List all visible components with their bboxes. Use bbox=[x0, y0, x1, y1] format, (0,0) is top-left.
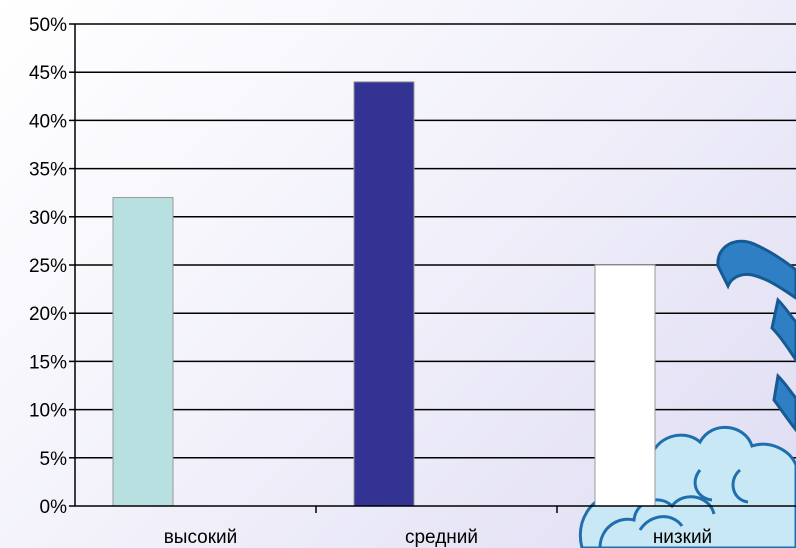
x-axis-tick-labels: высокий средний низкий bbox=[164, 527, 712, 548]
y-tick-label: 40% bbox=[29, 111, 67, 132]
y-axis-tick-labels: 0% 5% 10% 15% 20% 25% 30% 35% 40% 45% 50% bbox=[29, 15, 67, 518]
gridlines bbox=[69, 23, 796, 507]
bar bbox=[353, 81, 415, 507]
y-tick-label: 50% bbox=[29, 15, 67, 36]
axes bbox=[74, 24, 796, 513]
y-tick-label: 35% bbox=[29, 160, 67, 181]
cloud-ornament bbox=[579, 239, 796, 548]
x-tick-label: средний bbox=[405, 527, 478, 548]
y-tick-label: 10% bbox=[29, 401, 67, 422]
y-tick-label: 25% bbox=[29, 256, 67, 277]
y-tick-label: 0% bbox=[40, 497, 68, 518]
y-tick-label: 30% bbox=[29, 208, 67, 229]
bar bbox=[112, 197, 174, 507]
y-tick-label: 20% bbox=[29, 304, 67, 325]
x-tick-label: низкий bbox=[653, 527, 712, 548]
y-tick-label: 15% bbox=[29, 352, 67, 373]
x-tick-label: высокий bbox=[164, 527, 238, 548]
bar bbox=[594, 264, 656, 507]
y-tick-label: 45% bbox=[29, 63, 67, 84]
y-tick-label: 5% bbox=[40, 449, 68, 470]
bars bbox=[112, 81, 656, 507]
